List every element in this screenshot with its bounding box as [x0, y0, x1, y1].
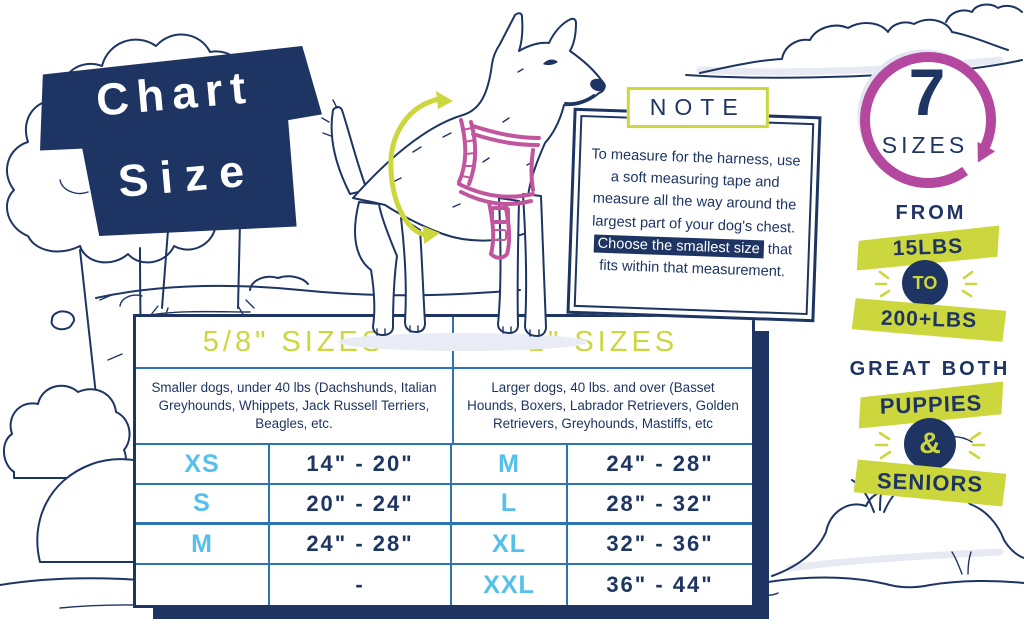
- sign-title-line2: Size: [115, 144, 258, 207]
- bush-behind-sign-illustration: [95, 275, 521, 307]
- size-range: -: [270, 565, 452, 605]
- sign-title-line1: Chart: [94, 61, 256, 126]
- size-label: [136, 565, 270, 605]
- dog-shadow: [338, 333, 588, 351]
- size-label: S: [136, 485, 270, 525]
- weight-connector: TO: [902, 260, 948, 306]
- sizes-count: 7: [908, 55, 946, 129]
- size-range: 32" - 36": [568, 525, 752, 565]
- size-range: 20" - 24": [270, 485, 452, 525]
- size-label: M: [452, 445, 568, 485]
- size-label: XS: [136, 445, 270, 485]
- dog-nose: [590, 78, 606, 92]
- measuring-arrow: [388, 91, 453, 244]
- dog-illustration: [321, 12, 606, 351]
- weight-intro: FROM: [895, 202, 967, 224]
- size-range: 36" - 44": [606, 572, 714, 597]
- note-text: To measure for the harness, use a soft m…: [571, 111, 819, 284]
- circle-arrow-icon: [857, 49, 996, 188]
- weight-range-badge: FROM 15LBS TO 200+LBS: [852, 202, 1010, 344]
- column-description-58: Smaller dogs, under 40 lbs (Dachshunds, …: [136, 369, 452, 445]
- size-label: L: [452, 485, 568, 525]
- size-label: M: [136, 525, 270, 565]
- size-range: 28" - 32": [568, 485, 752, 525]
- sizes-count-badge: 7 SIZES: [856, 44, 1004, 196]
- sizes-word: SIZES: [881, 132, 969, 158]
- column-description-1: Larger dogs, 40 lbs. and over (Basset Ho…: [452, 369, 752, 445]
- note-label: NOTE: [626, 87, 769, 129]
- rock-illustration: [50, 310, 75, 331]
- weight-max-ribbon: 200+LBS: [852, 298, 1007, 342]
- size-range: 14" - 20": [270, 445, 452, 485]
- rays-icon: [874, 270, 978, 298]
- rays-icon: [874, 431, 986, 460]
- age-range-badge: GREAT BOTH PUPPIES & SENIORS: [848, 358, 1012, 506]
- age-intro: GREAT BOTH: [849, 358, 1011, 380]
- size-label: XXL: [452, 565, 568, 605]
- age-connector: &: [904, 418, 956, 470]
- size-chart-table: 5/8" SIZES 1" SIZES Smaller dogs, under …: [133, 314, 755, 608]
- note-text-before: To measure for the harness, use a soft m…: [591, 146, 801, 237]
- dog-harness: [457, 118, 541, 260]
- size-range: 24" - 28": [568, 445, 752, 485]
- size-range: 24" - 28": [270, 525, 452, 565]
- dog-eye: [543, 59, 558, 66]
- size-label: XL: [452, 525, 568, 565]
- note-highlight: Choose the smallest size: [593, 234, 765, 259]
- note-box: NOTE To measure for the harness, use a s…: [566, 87, 822, 323]
